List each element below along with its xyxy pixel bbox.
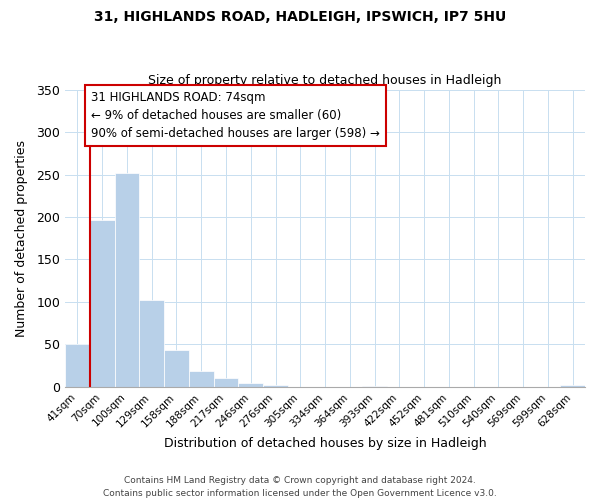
Y-axis label: Number of detached properties: Number of detached properties bbox=[15, 140, 28, 337]
X-axis label: Distribution of detached houses by size in Hadleigh: Distribution of detached houses by size … bbox=[164, 437, 487, 450]
Bar bbox=[164, 350, 189, 387]
Bar bbox=[115, 173, 139, 387]
Text: 31 HIGHLANDS ROAD: 74sqm
← 9% of detached houses are smaller (60)
90% of semi-de: 31 HIGHLANDS ROAD: 74sqm ← 9% of detache… bbox=[91, 92, 380, 140]
Bar bbox=[90, 220, 115, 387]
Bar bbox=[139, 300, 164, 387]
Title: Size of property relative to detached houses in Hadleigh: Size of property relative to detached ho… bbox=[148, 74, 502, 87]
Bar bbox=[238, 382, 263, 387]
Text: Contains HM Land Registry data © Crown copyright and database right 2024.
Contai: Contains HM Land Registry data © Crown c… bbox=[103, 476, 497, 498]
Bar bbox=[214, 378, 238, 387]
Bar bbox=[263, 385, 288, 387]
Text: 31, HIGHLANDS ROAD, HADLEIGH, IPSWICH, IP7 5HU: 31, HIGHLANDS ROAD, HADLEIGH, IPSWICH, I… bbox=[94, 10, 506, 24]
Bar bbox=[362, 386, 387, 387]
Bar bbox=[560, 385, 585, 387]
Bar bbox=[65, 344, 90, 387]
Bar bbox=[189, 371, 214, 387]
